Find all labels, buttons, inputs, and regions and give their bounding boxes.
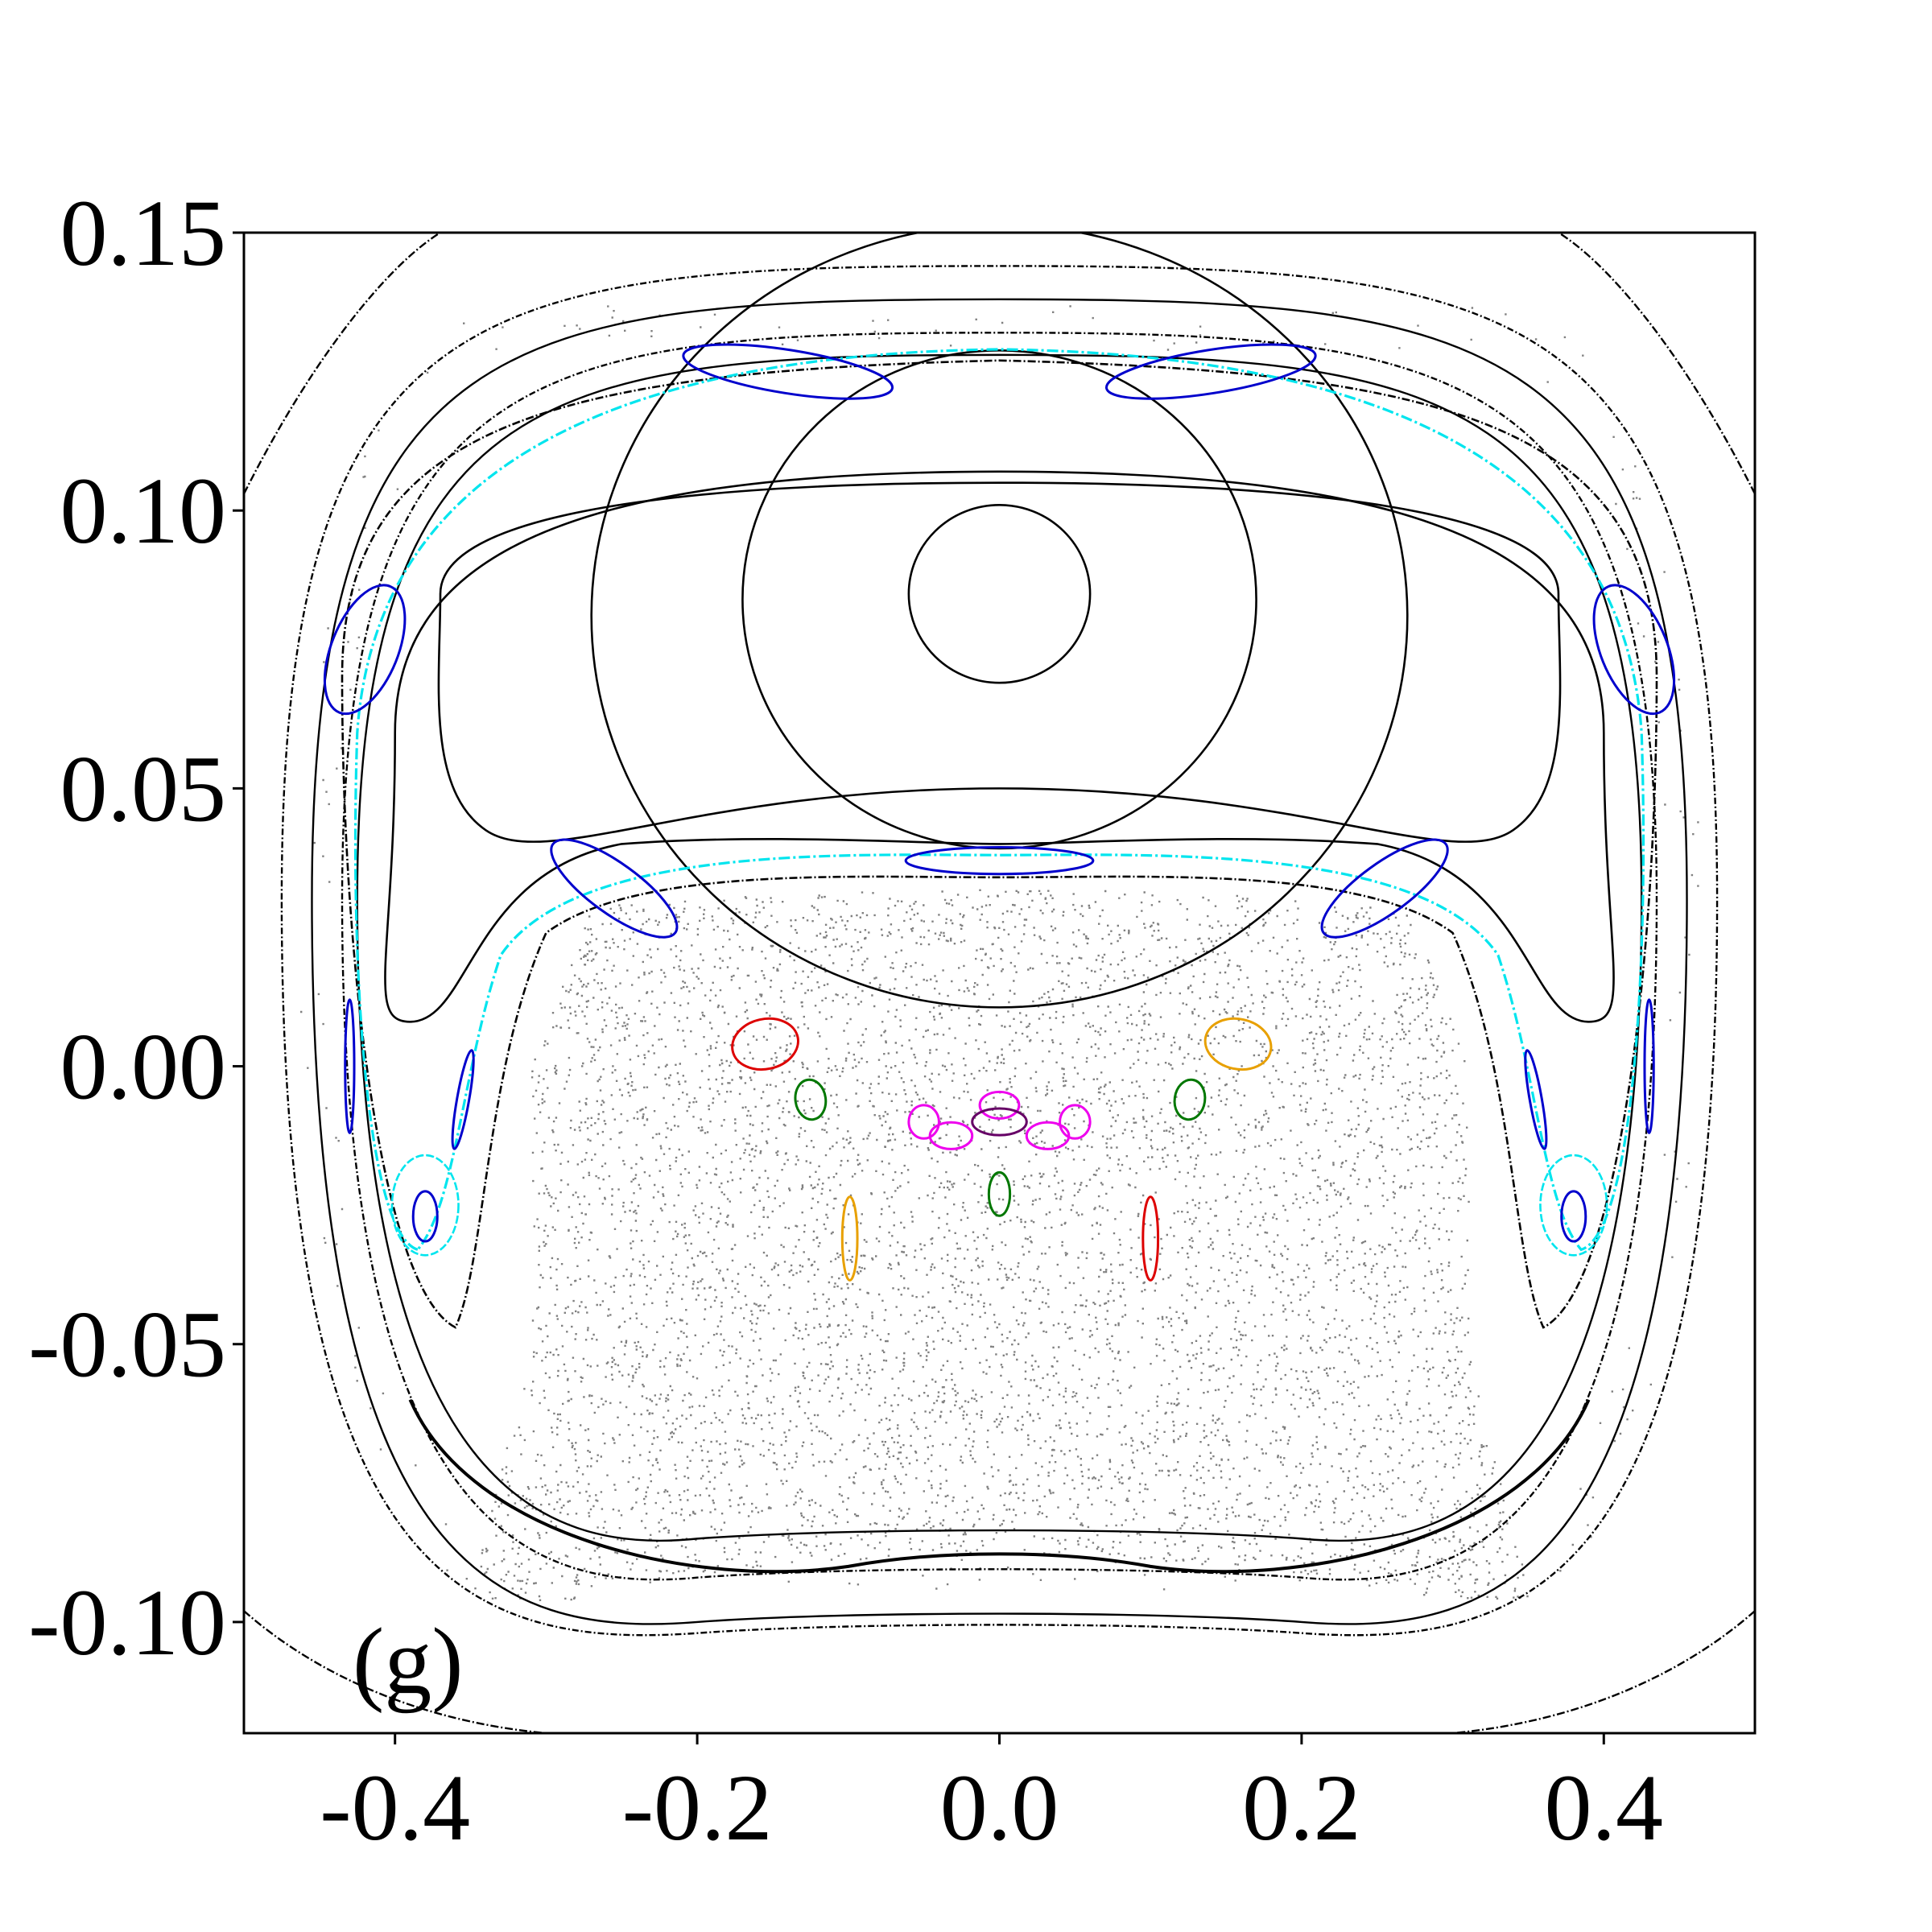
blue-resonance-island [1320, 838, 1449, 939]
outer-invariant-curve [341, 332, 1658, 1581]
orange-island [1203, 1017, 1273, 1071]
x-tick-label: 0.2 [1242, 1755, 1361, 1860]
blue-resonance-island [1524, 1049, 1548, 1150]
blue-resonance-island [1592, 584, 1676, 716]
outer-invariant-curve [356, 353, 1643, 1542]
y-tick-label: -0.10 [28, 1570, 226, 1675]
magenta-island [1025, 1121, 1071, 1150]
blue-resonance-island [451, 1049, 475, 1150]
magenta-island [1059, 1104, 1092, 1140]
x-tick-label: -0.4 [320, 1755, 470, 1860]
blue-resonance-island [1104, 343, 1317, 400]
corner-arc-curve [1558, 233, 1755, 495]
cyan-separatrix-lobe [1539, 1154, 1608, 1257]
u-shaped-invariant-curve [384, 470, 1615, 1023]
blue-resonance-island [550, 838, 679, 939]
vortex-ellipse-curve [741, 349, 1257, 850]
x-tick-label: 0.4 [1545, 1755, 1664, 1860]
blue-resonance-island [682, 343, 894, 400]
corner-arc-curve [244, 233, 441, 495]
plot-area [244, 233, 1755, 1733]
blue-resonance-island [904, 846, 1095, 876]
cyan-separatrix-curve [353, 348, 1645, 1252]
inner-horseshoe-curve [341, 359, 1658, 1329]
separatrix-layer [353, 348, 1645, 1257]
x-tick-label: 0.0 [940, 1755, 1059, 1860]
y-axis: 0.15 0.10 0.05 0.00 -0.05 -0.10 [28, 180, 244, 1675]
orange-island [840, 1195, 859, 1282]
y-tick-label: -0.05 [28, 1292, 226, 1397]
upper-vortex-invariant-curve [437, 481, 1562, 843]
purple-island [971, 1107, 1028, 1137]
invariant-curves-layer [244, 233, 1755, 1733]
red-island [1141, 1195, 1160, 1282]
islands-layer [323, 343, 1676, 1282]
magenta-island [928, 1121, 974, 1150]
blue-resonance-island [323, 584, 407, 716]
y-tick-label: 0.10 [60, 458, 227, 564]
corner-arc-curve [244, 1610, 547, 1733]
outer-invariant-curve [280, 265, 1719, 1637]
vortex-ellipse-curve [590, 233, 1409, 1009]
plot-frame [242, 231, 1757, 1735]
magenta-island [907, 1104, 940, 1140]
x-axis: -0.4 -0.2 0.0 0.2 0.4 [320, 1733, 1663, 1860]
vortex-ellipse-curve [907, 503, 1092, 684]
y-tick-label: 0.15 [60, 180, 227, 286]
green-island [794, 1078, 828, 1121]
cyan-separatrix-lobe [390, 1154, 460, 1257]
chaotic-scatter-points [300, 305, 1699, 1602]
panel-label: (g) [353, 1608, 464, 1714]
magenta-island [978, 1090, 1021, 1120]
x-tick-label: -0.2 [622, 1755, 773, 1860]
blue-resonance-island [1643, 998, 1655, 1134]
green-island [1173, 1078, 1207, 1121]
chaotic-scatter-layer [300, 305, 1699, 1602]
corner-arc-curve [1452, 1610, 1755, 1733]
blue-resonance-island [1560, 1190, 1587, 1243]
y-tick-label: 0.05 [60, 736, 227, 841]
y-tick-label: 0.00 [60, 1014, 227, 1120]
red-island [731, 1017, 799, 1071]
green-island [987, 1170, 1012, 1217]
outer-invariant-curve [311, 298, 1688, 1625]
blue-resonance-island [411, 1190, 439, 1243]
blue-resonance-island [344, 998, 356, 1134]
chaotic-sea-lower-boundary [408, 1398, 1591, 1574]
